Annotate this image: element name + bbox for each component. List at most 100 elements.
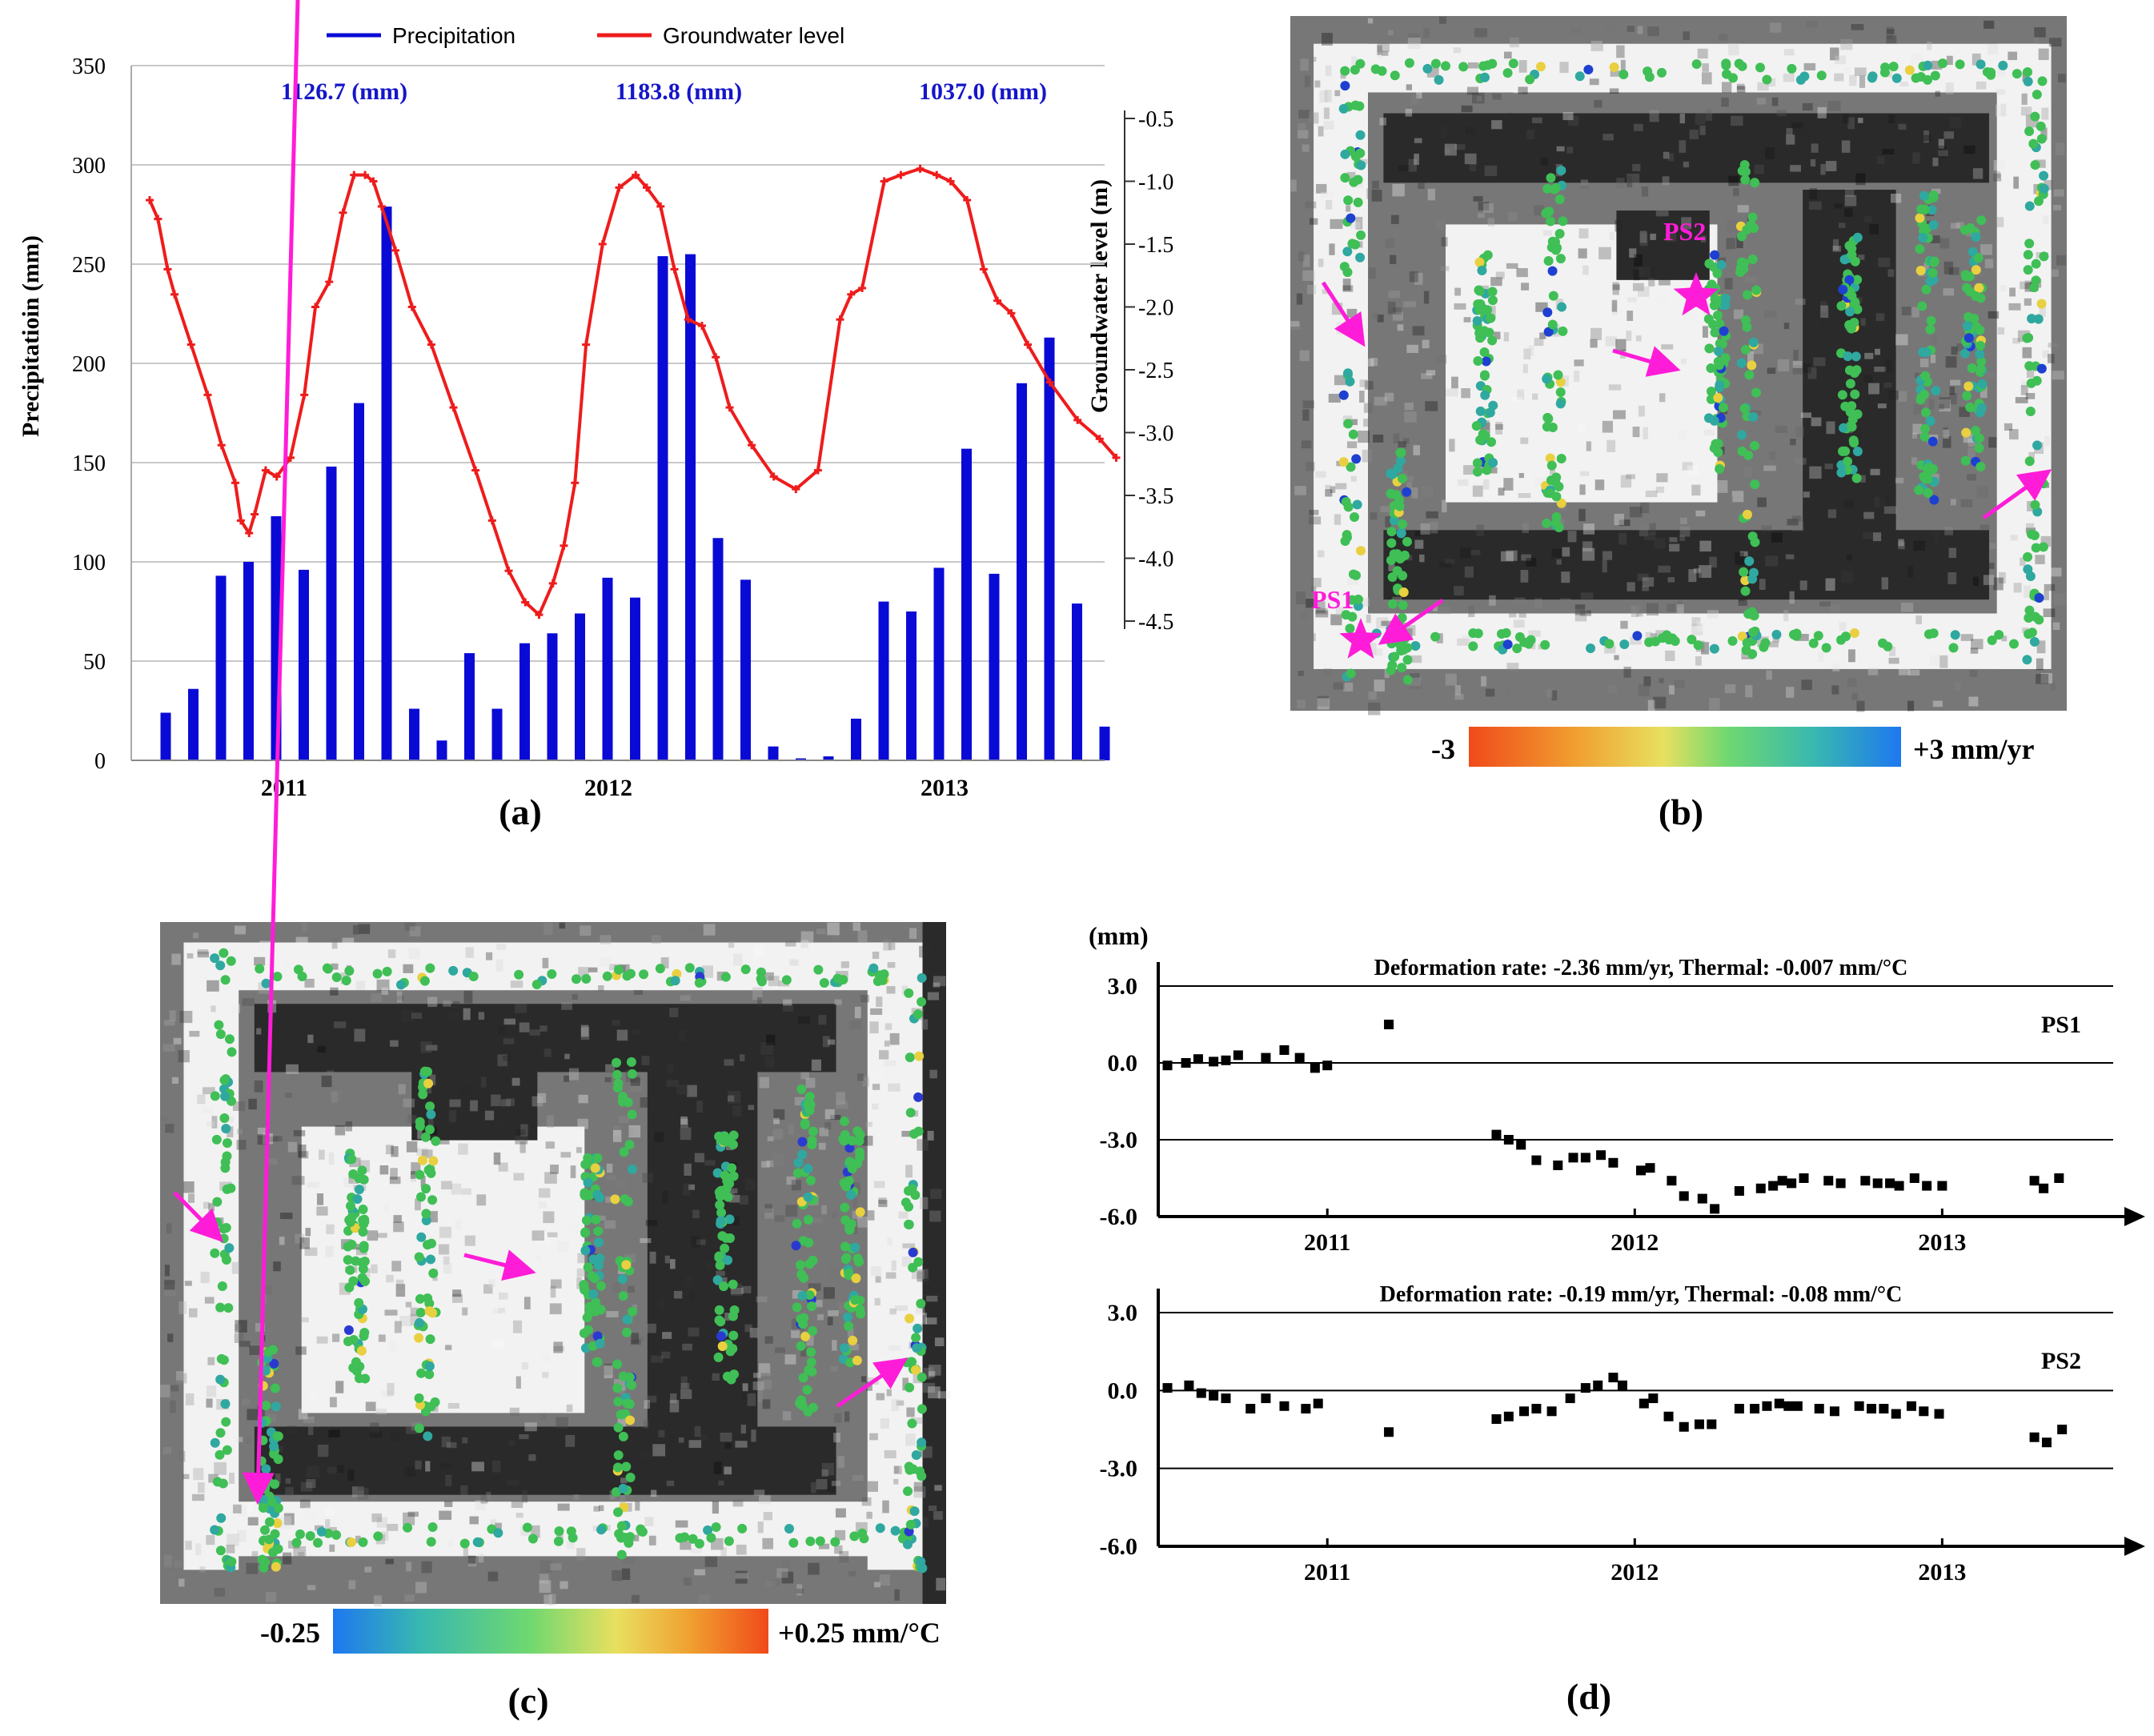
map-speckle bbox=[735, 1570, 748, 1584]
ps-point bbox=[852, 1126, 863, 1137]
map-speckle bbox=[759, 1495, 771, 1505]
ps-point bbox=[347, 1240, 357, 1250]
map-speckle bbox=[1996, 217, 2004, 227]
map-speckle bbox=[2056, 255, 2067, 266]
ps-point bbox=[1971, 232, 1981, 243]
ps-point bbox=[784, 1523, 794, 1534]
ps-point bbox=[796, 1395, 807, 1405]
map-speckle bbox=[1874, 367, 1887, 372]
ps-point bbox=[2033, 314, 2044, 324]
map-speckle bbox=[448, 1110, 457, 1123]
ps-point bbox=[414, 1333, 424, 1343]
ps-point bbox=[712, 1275, 723, 1285]
map-speckle bbox=[1844, 188, 1855, 197]
map-speckle bbox=[1667, 577, 1675, 583]
map-speckle bbox=[1691, 484, 1701, 496]
ts-point bbox=[1553, 1161, 1563, 1170]
ts-point bbox=[2054, 1173, 2064, 1183]
map-speckle bbox=[304, 1507, 318, 1521]
map-speckle bbox=[317, 1045, 326, 1052]
map-speckle bbox=[488, 1279, 495, 1288]
ts-point bbox=[1783, 1401, 1794, 1411]
ps-point bbox=[694, 1538, 704, 1549]
arrow-b-2 bbox=[1612, 346, 1681, 377]
ps-points-b bbox=[1338, 58, 2049, 685]
map-speckle bbox=[439, 1244, 450, 1255]
map-speckle bbox=[580, 925, 592, 936]
map-speckle bbox=[1973, 576, 1979, 587]
map-speckle bbox=[1611, 302, 1619, 315]
map-speckle bbox=[612, 1570, 623, 1582]
map-speckle bbox=[265, 1329, 276, 1336]
ps-point bbox=[1545, 453, 1555, 463]
map-speckle bbox=[207, 1385, 217, 1397]
map-speckle bbox=[694, 1153, 704, 1163]
ts-x-arrow-icon bbox=[2124, 1537, 2145, 1556]
map-speckle bbox=[1808, 201, 1822, 210]
ps-point bbox=[273, 1503, 283, 1513]
map-speckle bbox=[565, 1434, 576, 1447]
ps-point bbox=[1396, 646, 1406, 656]
map-speckle bbox=[408, 948, 420, 960]
ps-point bbox=[1386, 665, 1396, 676]
map-speckle bbox=[1473, 196, 1483, 202]
map-speckle bbox=[1406, 84, 1412, 90]
ps-point bbox=[1390, 70, 1400, 81]
ts-point bbox=[1279, 1045, 1290, 1055]
map-speckle bbox=[1876, 156, 1885, 165]
map-speckle bbox=[1702, 326, 1708, 338]
precip-bar bbox=[575, 613, 585, 760]
ps-point bbox=[1845, 307, 1855, 317]
ps-point bbox=[594, 1237, 604, 1248]
map-speckle bbox=[783, 999, 792, 1006]
ps-point bbox=[1929, 495, 1939, 505]
map-speckle bbox=[443, 1000, 451, 1007]
ts-tick-label: -3.0 bbox=[1100, 1456, 1138, 1482]
map-speckle bbox=[1948, 267, 1959, 275]
map-speckle bbox=[183, 1181, 195, 1193]
map-speckle bbox=[237, 1530, 247, 1542]
map-speckle bbox=[856, 1216, 868, 1228]
ps-point bbox=[1488, 458, 1498, 468]
ps-point bbox=[423, 1078, 434, 1089]
ps-point bbox=[269, 1441, 279, 1452]
map-speckle bbox=[1620, 475, 1632, 488]
map-speckle bbox=[879, 1574, 891, 1586]
map-speckle bbox=[644, 1400, 651, 1409]
map-speckle bbox=[606, 1311, 619, 1317]
map-speckle bbox=[1609, 88, 1619, 94]
map-speckle bbox=[2044, 591, 2049, 600]
map-speckle bbox=[1654, 537, 1666, 549]
map-speckle bbox=[1840, 571, 1854, 583]
map-speckle bbox=[1967, 474, 1976, 481]
ps-point bbox=[1721, 58, 1731, 69]
map-speckle bbox=[1949, 393, 1957, 405]
map-speckle bbox=[316, 1193, 324, 1205]
ts-point bbox=[1872, 1178, 1883, 1189]
ps-point bbox=[216, 1513, 227, 1523]
map-speckle bbox=[752, 1373, 761, 1378]
ts-point bbox=[1710, 1204, 1720, 1214]
map-speckle bbox=[1785, 554, 1795, 559]
map-speckle bbox=[317, 1444, 329, 1457]
right-tick-label: -4.5 bbox=[1138, 610, 1173, 635]
ps-point bbox=[1976, 356, 1987, 367]
ts-point bbox=[1261, 1052, 1271, 1063]
map-speckle bbox=[1825, 578, 1835, 591]
ps-point bbox=[1920, 423, 1931, 434]
map-speckle bbox=[348, 1580, 356, 1590]
ps-point bbox=[1556, 498, 1566, 508]
map-speckle bbox=[331, 937, 338, 949]
map-speckle bbox=[495, 1120, 506, 1127]
map-speckle bbox=[286, 1064, 299, 1074]
map-speckle bbox=[886, 1389, 892, 1397]
map-speckle bbox=[905, 1165, 913, 1178]
ps-point bbox=[1839, 423, 1849, 433]
map-speckle bbox=[566, 1541, 575, 1550]
map-speckle bbox=[176, 1373, 187, 1384]
ps-point bbox=[1402, 487, 1412, 497]
map-speckle bbox=[1612, 282, 1619, 295]
ps-point bbox=[680, 1532, 690, 1542]
map-speckle bbox=[1874, 496, 1886, 507]
map-speckle bbox=[301, 923, 307, 932]
